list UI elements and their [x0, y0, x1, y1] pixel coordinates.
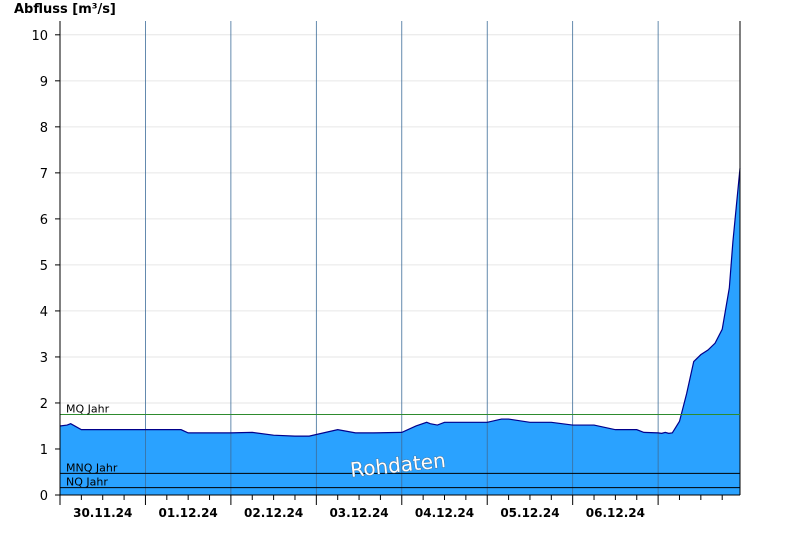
- x-tick-label: 06.12.24: [586, 506, 645, 520]
- y-tick-label: 3: [40, 351, 48, 366]
- x-tick-label: 05.12.24: [500, 506, 559, 520]
- y-tick-label: 7: [40, 167, 48, 182]
- discharge-area: [60, 168, 740, 495]
- y-tick-label: 6: [40, 213, 48, 228]
- y-tick-label: 5: [40, 259, 48, 274]
- plot-area: [59, 21, 741, 495]
- y-tick-label: 0: [40, 489, 48, 504]
- y-tick-label: 2: [40, 397, 48, 412]
- reference-line-label: NQ Jahr: [66, 476, 108, 489]
- x-tick-label: 04.12.24: [415, 506, 474, 520]
- y-tick-label: 4: [40, 305, 48, 320]
- axes: 0 1 2 3 4 5 6 7 8 9 10 30.11.24 01.12.24 02.12.24 03.1…: [31, 21, 740, 520]
- grid: [60, 34, 740, 450]
- x-tick-label: 01.12.24: [159, 506, 218, 520]
- y-tick-label: 8: [40, 121, 48, 136]
- discharge-line: [59, 168, 741, 437]
- y-tick-label: 9: [40, 75, 48, 90]
- x-tick-label: 30.11.24: [73, 506, 132, 520]
- reference-lines: MQ Jahr MNQ Jahr NQ Jahr: [60, 402, 740, 489]
- reference-line-label: MNQ Jahr: [66, 461, 118, 474]
- y-axis-label: Abfluss [m³/s]: [14, 2, 116, 17]
- y-tick-label: 10: [31, 29, 48, 44]
- reference-line-label: MQ Jahr: [66, 402, 110, 415]
- y-tick-label: 1: [40, 443, 48, 458]
- x-tick-label: 03.12.24: [329, 506, 388, 520]
- x-tick-label: 02.12.24: [244, 506, 303, 520]
